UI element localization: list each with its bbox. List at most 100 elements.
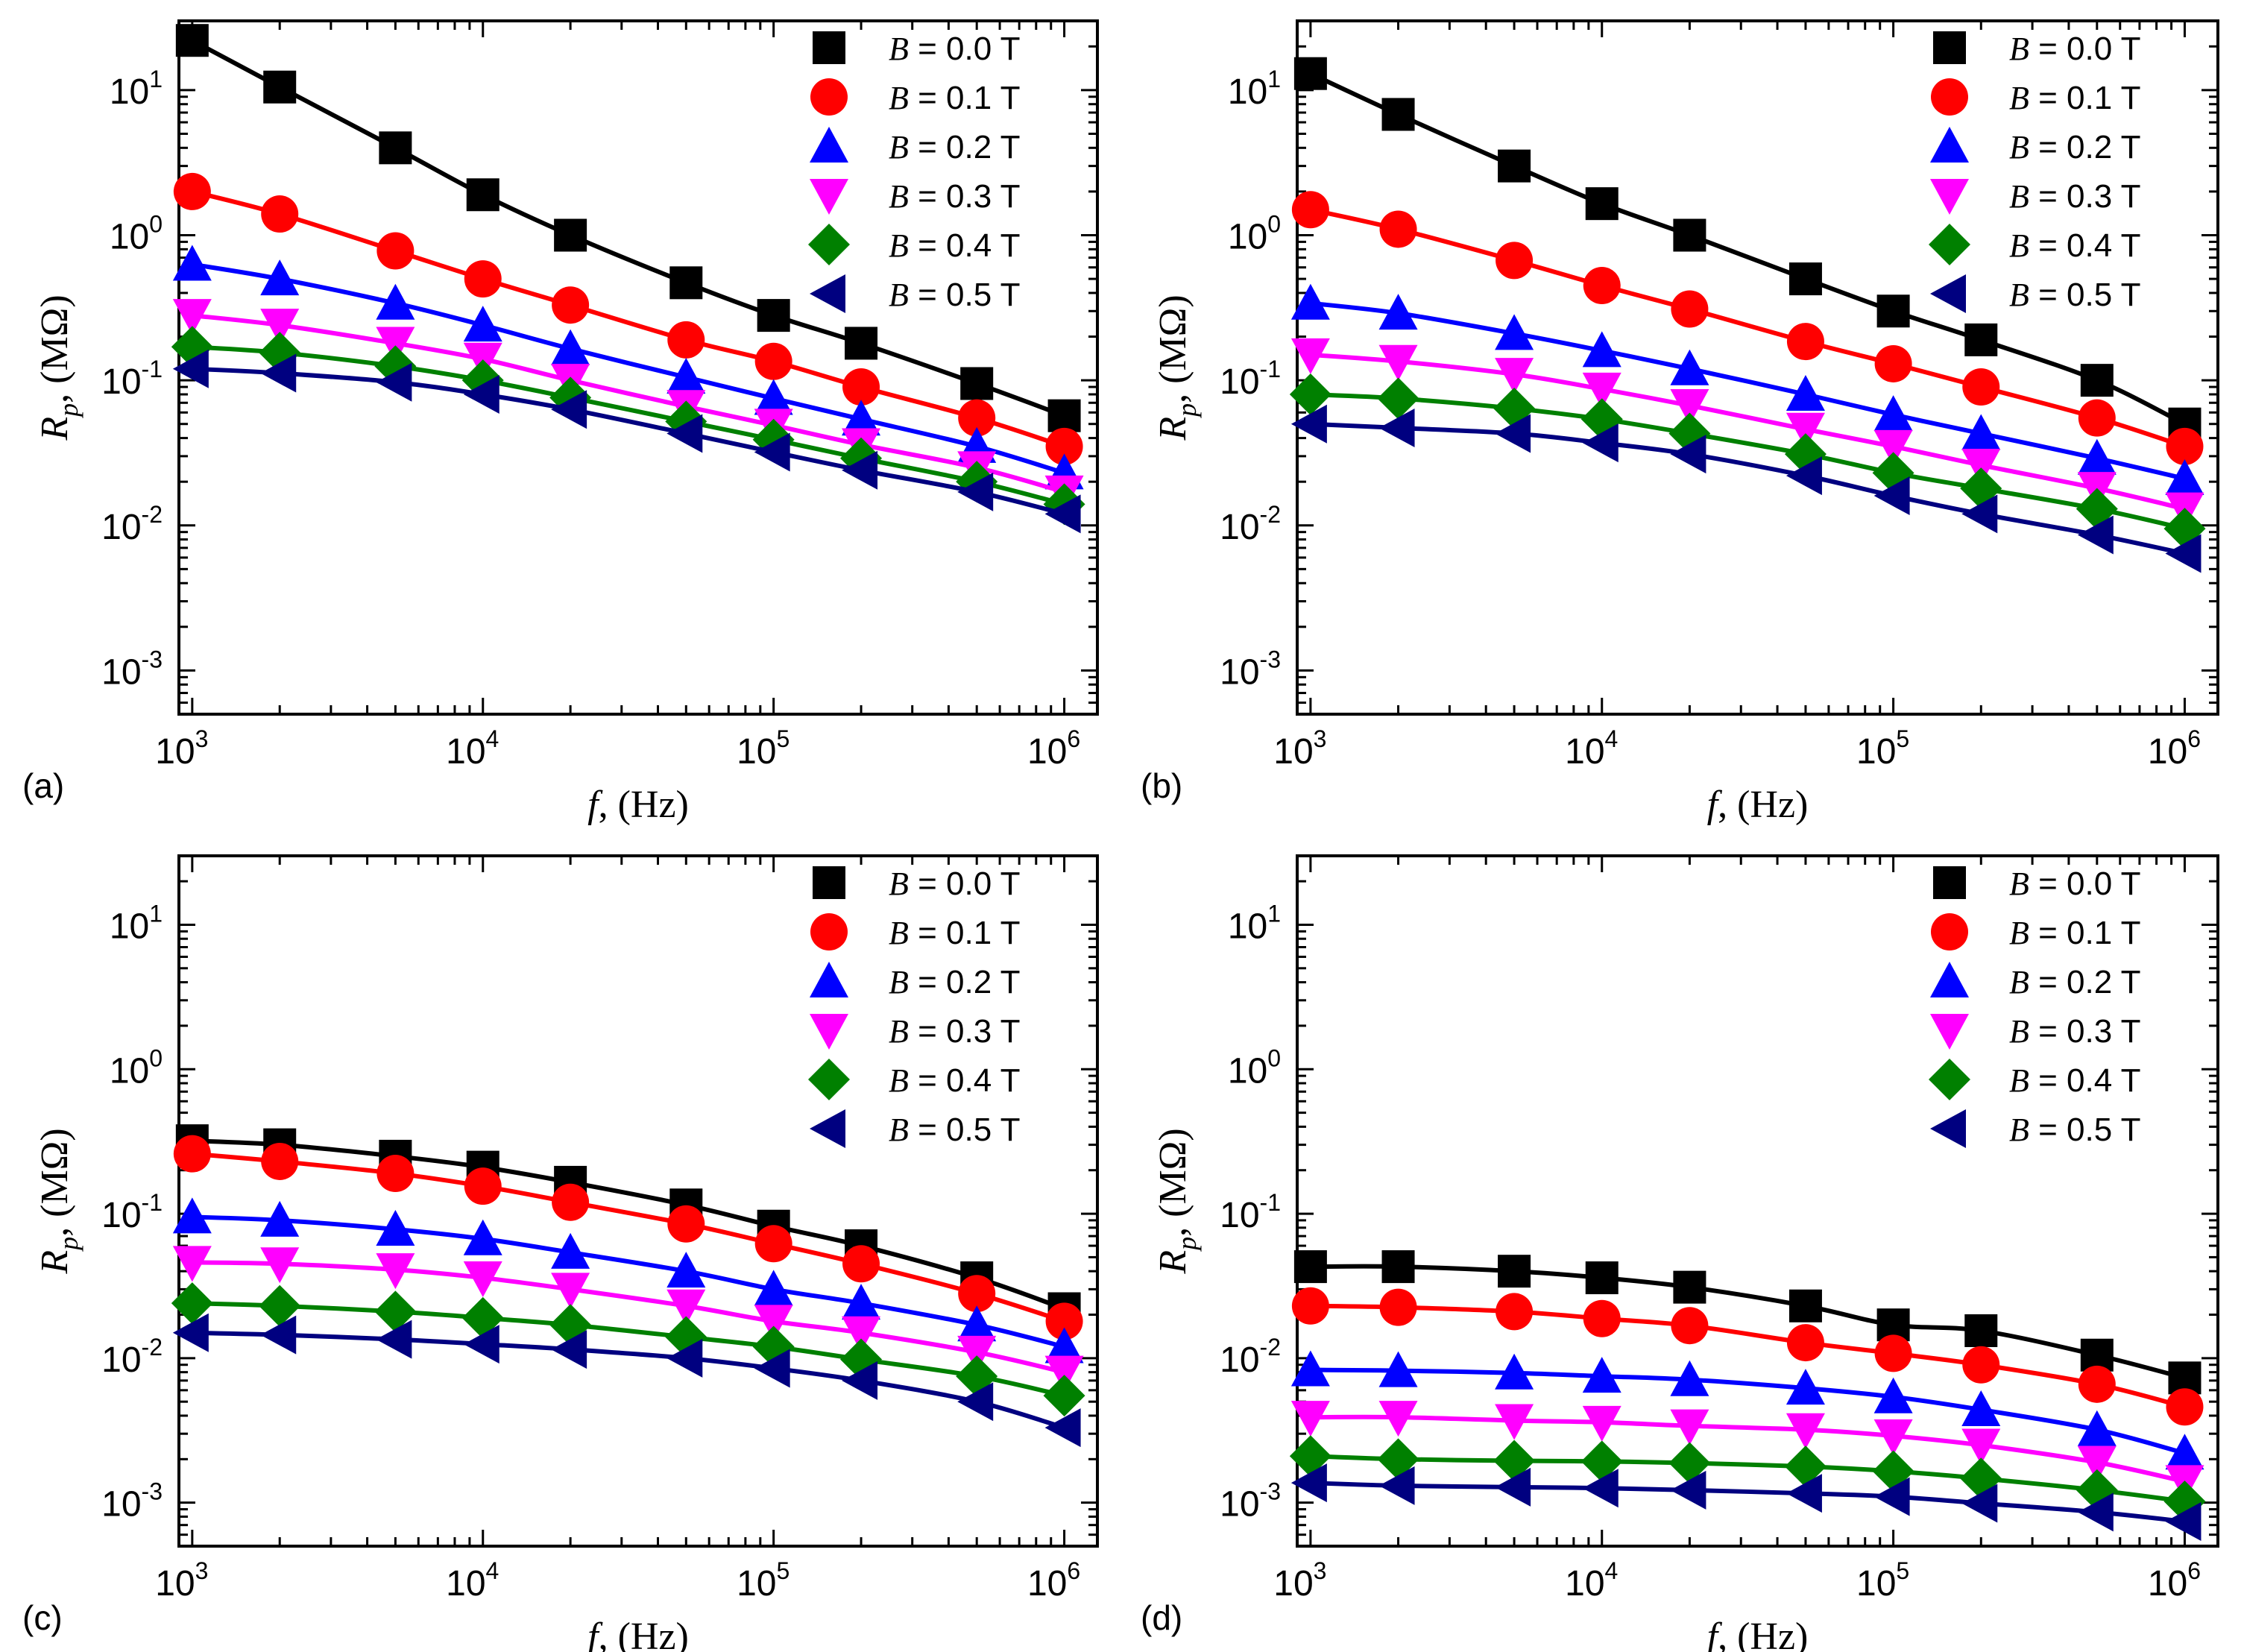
data-point-s2-1 <box>260 1200 300 1237</box>
y-tick-label: 10-2 <box>1220 501 1281 547</box>
series-line-4 <box>192 1301 1065 1399</box>
data-point-s5-2 <box>376 362 412 402</box>
data-point-s5-0 <box>172 1313 209 1352</box>
data-point-s5-7 <box>842 1361 878 1400</box>
data-point-s1-6 <box>754 1225 792 1263</box>
data-point-s0-8 <box>960 367 994 400</box>
x-tick-label: 105 <box>1856 1557 1909 1604</box>
panel-c: 103 104 105 106 10-3 10-2 10-1 100 101 f, (Hz) Rp,… <box>22 854 1099 1652</box>
data-point-s3-2 <box>376 1253 415 1290</box>
y-tick-label: 10-2 <box>101 501 163 547</box>
data-point-s5-3 <box>463 374 499 414</box>
data-point-s5-5 <box>666 414 703 453</box>
x-tick-label: 103 <box>1273 1557 1326 1604</box>
panel-b: 103 104 105 106 10-3 10-2 10-1 100 101 f, (Hz) Rp,… <box>1141 19 2219 826</box>
data-point-s5-2 <box>1495 1467 1531 1507</box>
panel-label: (d) <box>1141 1598 1182 1637</box>
legend-marker-3 <box>1930 1014 1969 1050</box>
data-point-s1-0 <box>173 1135 211 1173</box>
panel-label: (b) <box>1141 766 1182 805</box>
data-point-s1-0 <box>1291 1287 1329 1325</box>
y-tick-label: 10-3 <box>101 1478 163 1525</box>
legend-marker-1 <box>1931 913 1968 950</box>
data-point-s5-8 <box>957 1382 994 1422</box>
panel-a: 103 104 105 106 10-3 10-2 10-1 100 101 f, (Hz) Rp,… <box>22 19 1099 826</box>
y-tick-label: 10-3 <box>1220 1478 1281 1525</box>
legend-label-5: B = 0.5 T <box>889 277 1021 313</box>
x-tick-label: 105 <box>737 725 790 772</box>
data-point-s2-5 <box>1786 374 1825 411</box>
data-point-s5-5 <box>666 1338 703 1378</box>
series-line-1 <box>192 189 1065 449</box>
data-point-s3-4 <box>551 1273 590 1309</box>
data-point-s1-5 <box>1786 1324 1824 1362</box>
data-point-s3-1 <box>1378 344 1418 381</box>
data-point-s2-5 <box>666 1252 706 1288</box>
data-point-s1-6 <box>1874 1334 1912 1372</box>
data-point-s3-8 <box>957 1335 997 1372</box>
data-point-s3-3 <box>1582 1405 1621 1442</box>
data-point-s1-2 <box>1496 242 1534 280</box>
data-point-s3-8 <box>2077 1446 2117 1482</box>
x-tick-label: 106 <box>2148 1557 2201 1604</box>
data-point-s2-4 <box>1670 349 1709 385</box>
series-line-3 <box>1310 1414 2186 1484</box>
y-tick-label: 10-1 <box>1220 356 1281 402</box>
data-point-s4-5 <box>1784 1446 1827 1488</box>
legend-label-4: B = 0.4 T <box>2009 227 2141 264</box>
data-point-s5-1 <box>1378 408 1415 447</box>
data-point-s2-9 <box>2165 1434 2204 1470</box>
data-point-s1-5 <box>1786 323 1824 361</box>
data-point-s3-1 <box>260 1247 300 1284</box>
x-tick-label: 106 <box>2148 725 2201 772</box>
data-point-s5-4 <box>1670 435 1706 474</box>
data-point-s1-6 <box>1874 344 1912 382</box>
series-line-5 <box>192 1330 1065 1431</box>
panel-d: 103 104 105 106 10-3 10-2 10-1 100 101 f, (Hz) Rp,… <box>1141 854 2219 1652</box>
data-point-s2-2 <box>1495 314 1534 350</box>
data-point-s0-6 <box>1876 294 1910 328</box>
data-point-s1-3 <box>464 260 502 298</box>
series-line-2 <box>1310 1367 2186 1456</box>
y-tick-label: 100 <box>1228 211 1281 257</box>
x-tick-label: 105 <box>1856 725 1909 772</box>
data-point-s4-1 <box>259 1284 301 1327</box>
legend-label-5: B = 0.5 T <box>2009 1112 2141 1148</box>
x-axis-title: f, (Hz) <box>587 784 689 826</box>
legend-marker-4 <box>808 1059 850 1100</box>
x-axis-title: f, (Hz) <box>1707 784 1809 826</box>
y-axis-title: Rp, (MΩ) <box>34 294 83 441</box>
data-point-s5-0 <box>1290 404 1327 444</box>
data-point-s5-4 <box>551 1330 587 1369</box>
y-tick-label: 101 <box>1228 66 1281 112</box>
x-tick-label: 104 <box>446 725 499 772</box>
data-point-s0-2 <box>1498 149 1531 183</box>
series-line-4 <box>1310 1454 2185 1504</box>
x-tick-label: 106 <box>1027 1557 1080 1604</box>
legend-label-4: B = 0.4 T <box>2009 1062 2141 1099</box>
legend-label-2: B = 0.2 T <box>889 129 1021 165</box>
x-tick-label: 105 <box>737 1557 790 1604</box>
y-axis-title: Rp, (MΩ) <box>1152 1128 1202 1274</box>
data-point-s2-7 <box>1961 414 2001 450</box>
y-tick-label: 10-2 <box>101 1334 163 1380</box>
data-point-s1-0 <box>173 172 211 210</box>
data-point-s1-3 <box>1583 266 1621 304</box>
data-point-s5-9 <box>2165 534 2202 573</box>
data-point-s3-2 <box>376 327 415 363</box>
data-point-s0-7 <box>1964 323 1998 356</box>
data-point-s0-8 <box>2080 364 2114 397</box>
data-point-s4-0 <box>1289 373 1331 415</box>
x-tick-label: 103 <box>155 1557 208 1604</box>
y-tick-label: 101 <box>1228 900 1281 946</box>
legend-label-0: B = 0.0 T <box>889 866 1021 902</box>
data-point-s0-2 <box>1498 1255 1531 1288</box>
data-point-s0-3 <box>1585 1261 1619 1295</box>
data-point-s2-7 <box>842 400 881 436</box>
data-point-s3-7 <box>842 1316 881 1352</box>
data-point-s1-4 <box>552 286 590 324</box>
y-tick-label: 100 <box>110 1044 163 1091</box>
data-point-s2-5 <box>1786 1369 1825 1405</box>
data-point-s5-1 <box>1378 1466 1415 1505</box>
data-point-s5-3 <box>1582 1469 1619 1508</box>
